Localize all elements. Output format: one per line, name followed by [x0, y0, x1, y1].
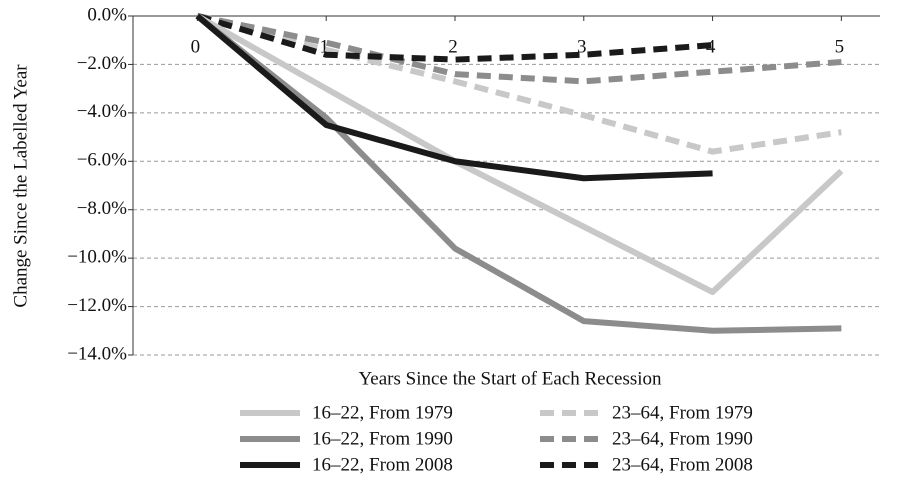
legend-label: 16–22, From 1990 — [312, 428, 453, 449]
y-axis-title: Change Since the Labelled Year — [10, 64, 31, 308]
y-tick-label: −8.0% — [77, 198, 127, 219]
x-tick-label: 5 — [835, 36, 845, 57]
y-tick-label: −12.0% — [67, 295, 127, 316]
y-tick-label: −2.0% — [77, 53, 127, 74]
series-line — [196, 13, 713, 63]
x-tick-label: 2 — [448, 36, 458, 57]
x-axis-title: Years Since the Start of Each Recession — [358, 368, 662, 389]
legend-label: 16–22, From 2008 — [312, 454, 453, 475]
y-tick-label: −6.0% — [77, 150, 127, 171]
legend-label: 23–64, From 1979 — [612, 402, 753, 423]
y-tick-label: 0.0% — [87, 4, 127, 25]
y-tick-label: −4.0% — [77, 101, 127, 122]
series-line — [195, 13, 842, 334]
y-tick-label: −10.0% — [67, 247, 127, 268]
x-tick-label: 0 — [191, 36, 201, 57]
series-line — [196, 13, 842, 155]
series-line — [195, 13, 713, 182]
x-tick-label: 1 — [319, 36, 329, 57]
legend-label: 16–22, From 1979 — [312, 402, 453, 423]
x-tick-label: 3 — [577, 36, 587, 57]
legend-label: 23–64, From 2008 — [612, 454, 753, 475]
y-tick-label: −14.0% — [67, 343, 127, 364]
series-line — [195, 13, 844, 296]
legend-label: 23–64, From 1990 — [612, 428, 753, 449]
